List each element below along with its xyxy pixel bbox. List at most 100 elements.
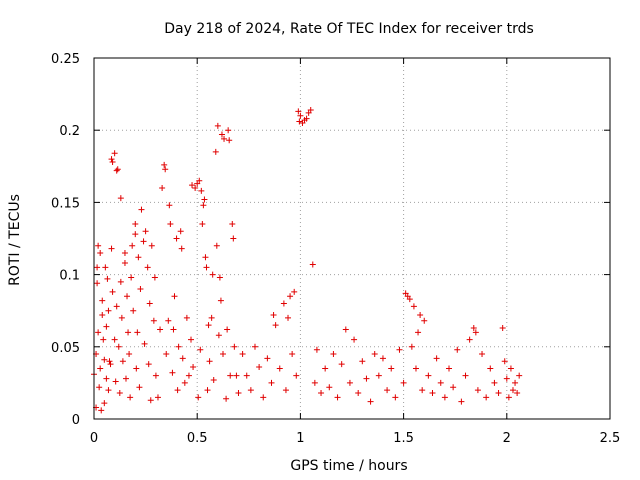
data-point — [134, 329, 141, 336]
data-point — [206, 358, 213, 365]
data-point — [272, 322, 279, 329]
data-point — [109, 288, 116, 295]
data-point — [173, 235, 180, 242]
data-point — [458, 398, 465, 405]
data-point — [98, 407, 105, 414]
data-point — [338, 361, 345, 368]
y-tick-label: 0.15 — [51, 196, 80, 211]
data-point — [419, 387, 426, 394]
grid-layer — [94, 58, 610, 419]
data-point — [202, 254, 209, 261]
data-point — [137, 286, 144, 293]
data-point — [223, 395, 230, 402]
data-point — [342, 326, 349, 333]
data-point — [239, 351, 246, 358]
data-point — [204, 387, 211, 394]
data-point — [113, 303, 120, 310]
data-point — [199, 221, 206, 228]
data-point — [181, 379, 188, 386]
data-point — [109, 158, 116, 165]
data-point — [384, 387, 391, 394]
data-point — [112, 378, 119, 385]
data-point — [214, 122, 221, 129]
data-point — [117, 278, 124, 285]
data-point — [243, 372, 250, 379]
data-point — [503, 375, 510, 382]
data-point — [179, 355, 186, 362]
data-point — [251, 343, 258, 350]
data-point — [101, 400, 108, 407]
data-point — [208, 314, 215, 321]
data-point — [133, 365, 140, 372]
data-point — [146, 300, 153, 307]
data-point — [108, 245, 115, 252]
data-point — [326, 384, 333, 391]
data-point — [355, 390, 362, 397]
data-point — [291, 288, 298, 295]
data-point — [201, 196, 208, 203]
data-point — [154, 394, 161, 401]
data-point — [483, 394, 490, 401]
data-point — [334, 394, 341, 401]
data-point — [296, 118, 303, 125]
data-point — [303, 115, 310, 122]
data-point — [309, 261, 316, 268]
data-point — [218, 131, 225, 138]
data-point — [408, 343, 415, 350]
data-point — [216, 274, 223, 281]
data-point — [159, 184, 166, 191]
data-point — [230, 235, 237, 242]
data-point — [129, 242, 136, 249]
data-point — [192, 184, 199, 191]
plot-frame — [93, 57, 611, 420]
data-point — [128, 274, 135, 281]
data-point — [197, 346, 204, 353]
data-point — [410, 303, 417, 310]
data-point — [150, 317, 157, 324]
data-point — [509, 387, 516, 394]
data-point — [375, 372, 382, 379]
data-point — [170, 326, 177, 333]
data-point — [226, 137, 233, 144]
data-point — [425, 372, 432, 379]
data-point — [231, 343, 238, 350]
data-point — [140, 238, 147, 245]
data-point — [437, 379, 444, 386]
data-point — [144, 264, 151, 271]
data-point — [330, 351, 337, 358]
data-point — [190, 364, 197, 371]
data-point — [188, 336, 195, 343]
data-point — [95, 329, 102, 336]
data-point — [351, 336, 358, 343]
data-point — [177, 228, 184, 235]
data-point — [472, 329, 479, 336]
data-point — [97, 249, 104, 256]
data-point — [175, 343, 182, 350]
data-point — [213, 242, 220, 249]
data-point — [121, 249, 128, 256]
data-point — [94, 264, 101, 271]
data-point — [198, 187, 205, 194]
data-point — [225, 127, 232, 134]
data-point — [132, 221, 139, 228]
data-point — [185, 372, 192, 379]
data-point — [119, 358, 126, 365]
data-point — [116, 390, 123, 397]
data-point — [107, 361, 114, 368]
data-point — [96, 384, 103, 391]
data-point — [270, 312, 277, 319]
data-point — [406, 296, 413, 303]
data-point — [99, 297, 106, 304]
data-point — [105, 387, 112, 394]
data-point — [101, 356, 108, 363]
data-point — [147, 397, 154, 404]
data-point — [454, 346, 461, 353]
data-point — [161, 161, 168, 168]
data-point — [311, 379, 318, 386]
data-point — [108, 156, 115, 163]
data-point — [421, 317, 428, 324]
x-tick-label: 2 — [503, 431, 511, 446]
y-tick-label: 0.25 — [51, 52, 80, 67]
data-point — [115, 343, 122, 350]
